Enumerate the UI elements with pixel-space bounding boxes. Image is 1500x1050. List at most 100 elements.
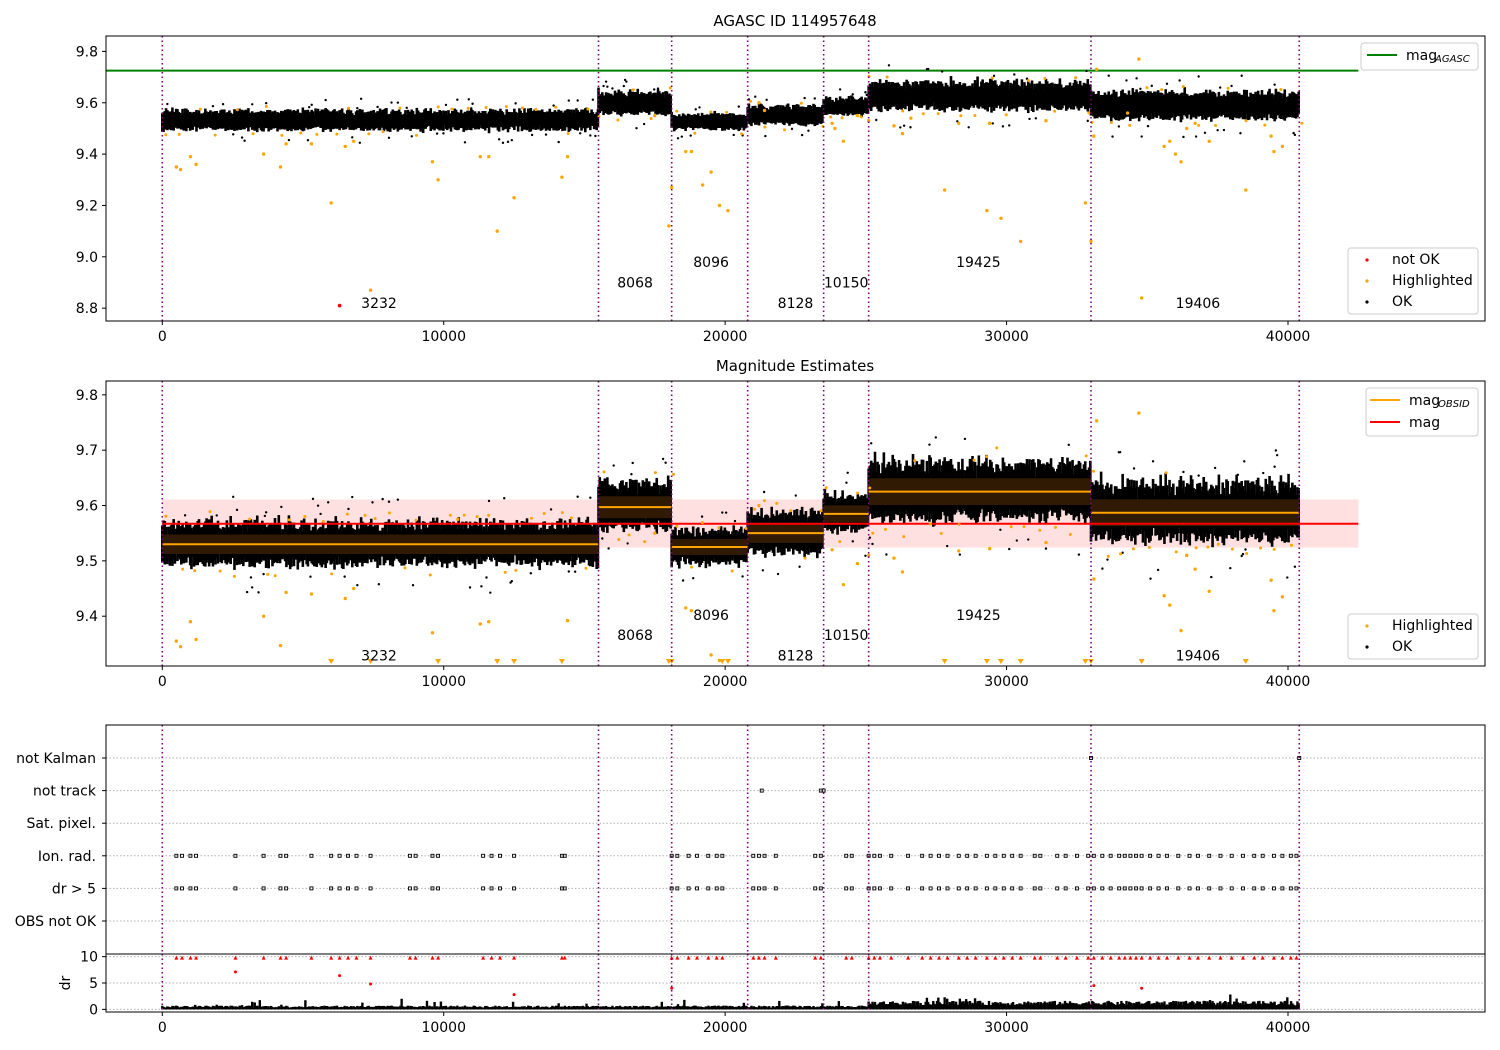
middle-obsid-labels: 3232 8068 8096 8128 10150 19425 19406 [361, 608, 1220, 664]
ok-point [280, 505, 283, 509]
obsid-label: 10150 [824, 628, 869, 644]
flag-category-labels: not Kalman not track Sat. pixel. Ion. rad. d… [15, 751, 106, 930]
flag-category-label: not Kalman [16, 751, 96, 767]
below-range-marker [494, 659, 501, 664]
flag-point [354, 886, 359, 891]
ok-point [664, 461, 667, 464]
flag-point [1294, 886, 1299, 891]
highlighted-point [1280, 595, 1285, 599]
dr-clipped-point [973, 955, 978, 960]
flag-point [751, 886, 756, 891]
y-tick-label: 9.8 [76, 44, 98, 60]
ok-point [387, 136, 391, 140]
highlighted-point [959, 114, 963, 118]
flag-point [1156, 853, 1161, 858]
highlighted-point [709, 653, 713, 657]
dr-x-ticks: 0 10000 20000 30000 40000 [158, 1012, 1310, 1036]
flag-point [1195, 886, 1200, 891]
flag-point [706, 853, 711, 858]
ok-point [411, 584, 415, 587]
flag-point [1241, 886, 1245, 891]
ok-point [765, 98, 768, 102]
highlighted-point [436, 105, 440, 109]
highlighted-point [232, 574, 236, 578]
y-tick-label: 9.2 [76, 198, 98, 214]
highlighted-point [700, 183, 705, 187]
ok-point [902, 124, 906, 127]
top-axes-frame [105, 35, 1486, 322]
dr-clipped-point [1139, 955, 1144, 960]
x-tick-label: 30000 [984, 674, 1029, 690]
ok-point [264, 511, 268, 514]
ok-point [567, 570, 571, 573]
ok-point [1067, 443, 1070, 447]
ok-point [1149, 577, 1152, 580]
ok-point [1286, 576, 1289, 579]
top-ok-points [160, 64, 1300, 145]
ok-point [626, 542, 629, 545]
flag-point [1260, 853, 1265, 858]
dr-clipped-point [906, 955, 911, 960]
highlighted-point [717, 526, 721, 530]
dr-clipped-point [762, 955, 767, 960]
dr-clipped-point [1271, 955, 1276, 960]
ok-point [381, 497, 384, 501]
flag-point [1207, 886, 1212, 891]
highlighted-point [569, 516, 573, 520]
ok-point [630, 473, 633, 476]
highlighted-point [627, 533, 631, 537]
highlighted-point [436, 178, 440, 182]
dr-clipped-point [1122, 955, 1127, 960]
dr-clipped-point [872, 955, 877, 960]
dr-panel: 0 5 10 0 10000 20000 30000 40000 dr [58, 950, 1486, 1036]
highlighted-point [726, 208, 730, 213]
highlighted-point [456, 517, 460, 522]
highlighted-point [398, 106, 402, 110]
flag-point [1218, 853, 1223, 858]
highlighted-point [1094, 419, 1099, 423]
ok-point [1111, 135, 1114, 138]
highlighted-point [1259, 546, 1263, 550]
ok-point [1241, 552, 1245, 556]
ok-point [442, 132, 445, 135]
dr-clipped-point [436, 955, 441, 960]
dr-clipped-point [751, 955, 756, 960]
highlighted-point [990, 76, 994, 80]
ok-point [1034, 117, 1038, 120]
ok-point [761, 569, 765, 572]
highlighted-point [942, 188, 947, 192]
highlighted-point [1207, 589, 1211, 593]
highlighted-point [1109, 121, 1113, 125]
dr-flagged-point [512, 993, 516, 997]
top-y-ticks: 8.8 9.0 9.2 9.4 9.6 9.8 [76, 44, 106, 317]
ok-point [680, 135, 684, 138]
ok-point [347, 507, 350, 511]
below-range-marker [941, 659, 948, 664]
highlighted-point [909, 116, 913, 120]
highlighted-point [749, 99, 753, 103]
flag-point [877, 853, 882, 858]
highlighted-point [841, 582, 846, 587]
highlighted-point [840, 116, 844, 120]
highlighted-point [799, 101, 803, 105]
below-range-marker [511, 659, 518, 664]
ok-point [865, 93, 868, 97]
highlighted-point [315, 132, 319, 136]
highlighted-point [901, 109, 905, 113]
highlighted-point [193, 569, 197, 573]
flag-point [1018, 853, 1023, 858]
ok-point [1151, 460, 1155, 463]
ok-point [676, 137, 680, 140]
below-range-marker [1242, 659, 1249, 664]
flag-point [180, 886, 184, 891]
ok-point [689, 134, 692, 137]
flag-point [1063, 853, 1068, 858]
legend-marker-not-ok [1365, 258, 1369, 262]
ok-point [1197, 474, 1200, 477]
highlighted-point [363, 513, 367, 517]
flag-point [1063, 886, 1068, 891]
flag-point [174, 853, 179, 858]
dr-clipped-point [1086, 955, 1091, 960]
highlighted-point [164, 514, 168, 518]
ok-point [589, 134, 592, 137]
